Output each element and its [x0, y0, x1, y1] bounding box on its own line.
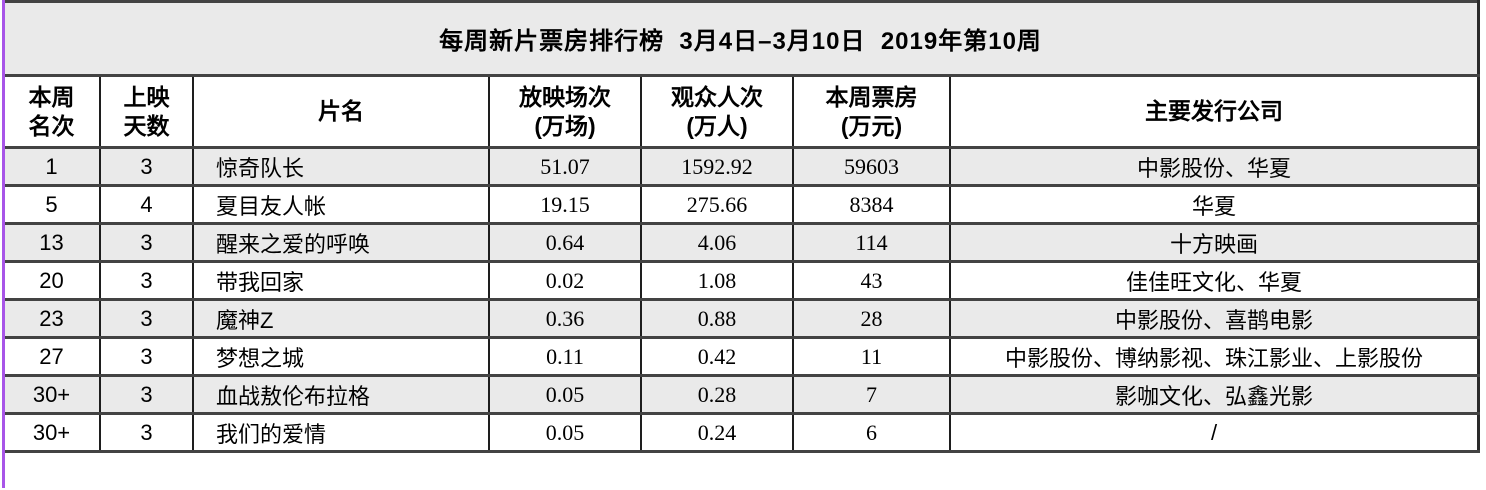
cell-rank: 13	[4, 222, 101, 263]
col-header-screenings: 放映场次 (万场)	[488, 74, 642, 149]
cell-days-showing: 3	[99, 146, 194, 187]
table-row: 20 3 带我回家 0.02 1.08 43 佳佳旺文化、华夏	[4, 260, 1480, 301]
cell-film-title: 梦想之城	[192, 336, 490, 377]
cell-audience: 0.88	[640, 298, 794, 339]
cell-audience: 275.66	[640, 184, 794, 225]
cell-screenings: 0.11	[488, 336, 642, 377]
cell-film-title: 惊奇队长	[192, 146, 490, 187]
cell-screenings: 51.07	[488, 146, 642, 187]
cell-rank: 5	[4, 184, 101, 225]
table-row: 27 3 梦想之城 0.11 0.42 11 中影股份、博纳影视、珠江影业、上影股份	[4, 336, 1480, 377]
table-row: 1 3 惊奇队长 51.07 1592.92 59603 中影股份、华夏	[4, 146, 1480, 187]
cell-rank: 23	[4, 298, 101, 339]
cell-days-showing: 4	[99, 184, 194, 225]
cell-rank: 20	[4, 260, 101, 301]
table-row: 23 3 魔神Z 0.36 0.88 28 中影股份、喜鹊电影	[4, 298, 1480, 339]
cell-distributor: 中影股份、喜鹊电影	[949, 298, 1480, 339]
table-title-row: 每周新片票房排行榜 3月4日–3月10日 2019年第10周	[4, 0, 1480, 77]
col-header-days-showing: 上映 天数	[99, 74, 194, 149]
cell-weekly-boxoffice: 114	[792, 222, 951, 263]
table-row: 13 3 醒来之爱的呼唤 0.64 4.06 114 十方映画	[4, 222, 1480, 263]
table-body: 1 3 惊奇队长 51.07 1592.92 59603 中影股份、华夏 5 4 夏目友人帐 19.…	[4, 146, 1480, 453]
col-header-rank: 本周 名次	[4, 74, 101, 149]
cell-film-title: 醒来之爱的呼唤	[192, 222, 490, 263]
cell-audience: 4.06	[640, 222, 794, 263]
cell-days-showing: 3	[99, 260, 194, 301]
cell-audience: 0.42	[640, 336, 794, 377]
cell-distributor: 佳佳旺文化、华夏	[949, 260, 1480, 301]
cell-film-title: 我们的爱情	[192, 412, 490, 453]
cell-distributor: 华夏	[949, 184, 1480, 225]
page-left-edge-line	[2, 0, 5, 488]
cell-film-title: 魔神Z	[192, 298, 490, 339]
cell-rank: 30+	[4, 412, 101, 453]
cell-film-title: 血战敖伦布拉格	[192, 374, 490, 415]
table-title: 每周新片票房排行榜 3月4日–3月10日 2019年第10周	[4, 0, 1480, 77]
cell-days-showing: 3	[99, 298, 194, 339]
cell-distributor: 中影股份、华夏	[949, 146, 1480, 187]
cell-rank: 30+	[4, 374, 101, 415]
cell-rank: 27	[4, 336, 101, 377]
cell-screenings: 0.64	[488, 222, 642, 263]
cell-audience: 0.28	[640, 374, 794, 415]
cell-days-showing: 3	[99, 374, 194, 415]
cell-weekly-boxoffice: 43	[792, 260, 951, 301]
cell-screenings: 19.15	[488, 184, 642, 225]
cell-audience: 0.24	[640, 412, 794, 453]
cell-days-showing: 3	[99, 412, 194, 453]
cell-screenings: 0.05	[488, 374, 642, 415]
cell-screenings: 0.05	[488, 412, 642, 453]
table-row: 30+ 3 我们的爱情 0.05 0.24 6/	[4, 412, 1480, 453]
col-header-audience: 观众人次 (万人)	[640, 74, 794, 149]
weekly-boxoffice-table: 每周新片票房排行榜 3月4日–3月10日 2019年第10周 本周 名次 上映 …	[4, 0, 1480, 453]
cell-weekly-boxoffice: 6	[792, 412, 951, 453]
col-header-film-title: 片名	[192, 74, 490, 149]
cell-screenings: 0.36	[488, 298, 642, 339]
cell-weekly-boxoffice: 59603	[792, 146, 951, 187]
cell-audience: 1.08	[640, 260, 794, 301]
cell-distributor: 影咖文化、弘鑫光影	[949, 374, 1480, 415]
cell-distributor: 中影股份、博纳影视、珠江影业、上影股份	[949, 336, 1480, 377]
cell-weekly-boxoffice: 11	[792, 336, 951, 377]
cell-days-showing: 3	[99, 222, 194, 263]
cell-film-title: 带我回家	[192, 260, 490, 301]
cell-audience: 1592.92	[640, 146, 794, 187]
cell-screenings: 0.02	[488, 260, 642, 301]
table-row: 5 4 夏目友人帐 19.15 275.66 8384 华夏	[4, 184, 1480, 225]
cell-days-showing: 3	[99, 336, 194, 377]
cell-weekly-boxoffice: 8384	[792, 184, 951, 225]
cell-distributor: /	[949, 412, 1480, 453]
col-header-distributor: 主要发行公司	[949, 74, 1480, 149]
cell-distributor: 十方映画	[949, 222, 1480, 263]
cell-weekly-boxoffice: 28	[792, 298, 951, 339]
table-row: 30+ 3 血战敖伦布拉格 0.05 0.28 7 影咖文化、弘鑫光影	[4, 374, 1480, 415]
cell-film-title: 夏目友人帐	[192, 184, 490, 225]
table-header-row: 本周 名次 上映 天数 片名 放映场次 (万场) 观众人次 (万人) 本周票房 …	[4, 74, 1480, 149]
cell-rank: 1	[4, 146, 101, 187]
cell-weekly-boxoffice: 7	[792, 374, 951, 415]
col-header-weekly-boxoffice: 本周票房 (万元)	[792, 74, 951, 149]
